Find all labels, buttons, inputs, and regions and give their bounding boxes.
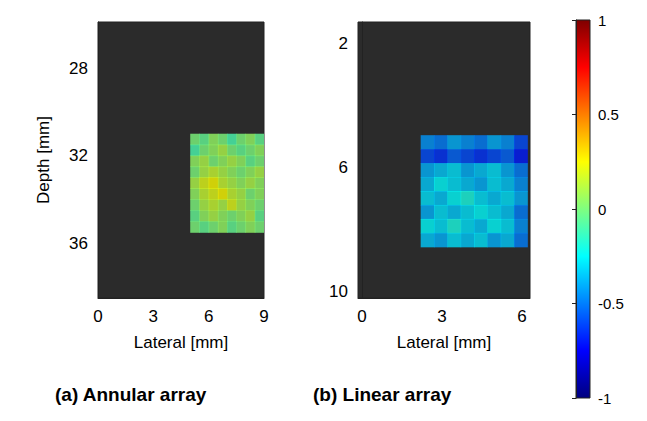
svg-text:(b) Linear array: (b) Linear array — [313, 384, 452, 405]
svg-text:10: 10 — [329, 282, 348, 301]
svg-text:-0.5: -0.5 — [598, 295, 624, 312]
svg-text:9: 9 — [259, 307, 268, 326]
svg-text:3: 3 — [437, 307, 446, 326]
svg-text:(a) Annular array: (a) Annular array — [55, 384, 207, 405]
svg-text:1: 1 — [598, 12, 606, 29]
svg-text:28: 28 — [69, 59, 88, 78]
svg-text:32: 32 — [69, 146, 88, 165]
svg-text:2: 2 — [339, 34, 348, 53]
svg-text:0: 0 — [598, 201, 606, 218]
svg-text:Lateral [mm]: Lateral [mm] — [397, 333, 491, 352]
svg-text:Lateral [mm]: Lateral [mm] — [134, 333, 228, 352]
svg-text:6: 6 — [339, 158, 348, 177]
svg-text:0: 0 — [357, 307, 366, 326]
svg-text:-1: -1 — [598, 390, 611, 407]
svg-text:36: 36 — [69, 234, 88, 253]
svg-text:3: 3 — [149, 307, 158, 326]
svg-text:0.5: 0.5 — [598, 106, 619, 123]
svg-text:Depth [mm]: Depth [mm] — [34, 116, 53, 204]
svg-text:6: 6 — [517, 307, 526, 326]
svg-text:6: 6 — [204, 307, 213, 326]
svg-text:0: 0 — [93, 307, 102, 326]
